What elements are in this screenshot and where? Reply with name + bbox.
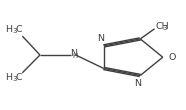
Text: 3: 3	[13, 28, 17, 34]
Text: H: H	[5, 72, 12, 82]
Text: CH: CH	[155, 22, 169, 31]
Text: 3: 3	[162, 25, 167, 31]
Text: C: C	[15, 25, 22, 34]
Text: C: C	[15, 72, 22, 82]
Text: 3: 3	[13, 76, 17, 82]
Text: N: N	[98, 34, 105, 43]
Text: H: H	[72, 53, 78, 59]
Text: O: O	[168, 53, 176, 62]
Text: H: H	[5, 25, 12, 34]
Text: N: N	[134, 79, 141, 88]
Text: N: N	[70, 49, 77, 58]
